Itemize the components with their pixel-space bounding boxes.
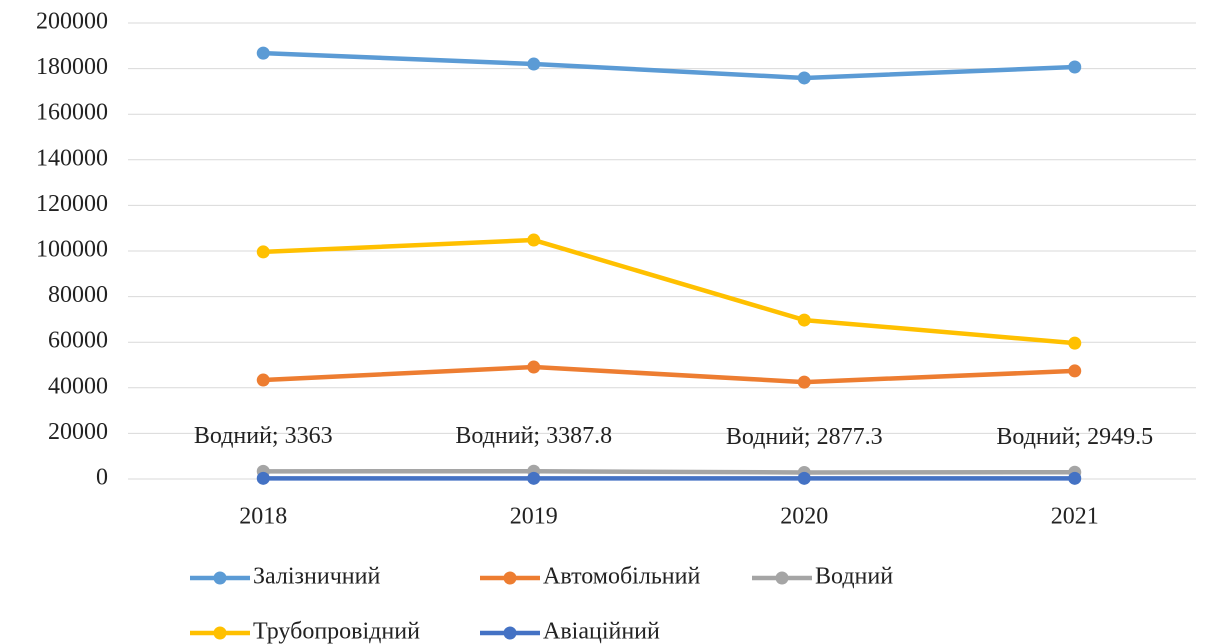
data-point xyxy=(256,471,270,485)
data-point xyxy=(527,57,541,71)
legend-marker xyxy=(503,626,517,640)
legend-label: Водний xyxy=(815,564,893,590)
legend-marker xyxy=(213,626,227,640)
x-tick-label: 2018 xyxy=(239,504,287,530)
data-point xyxy=(1068,364,1082,378)
y-tick-label: 60000 xyxy=(48,328,108,354)
data-point xyxy=(1068,471,1082,485)
y-tick-label: 20000 xyxy=(48,419,108,445)
y-tick-label: 200000 xyxy=(36,9,108,35)
data-point xyxy=(256,245,270,259)
data-point xyxy=(256,373,270,387)
series-line xyxy=(263,469,1075,475)
x-tick-label: 2019 xyxy=(510,504,558,530)
data-label: Водний; 3363 xyxy=(194,423,333,449)
data-point xyxy=(527,233,541,247)
legend-marker xyxy=(503,571,517,585)
series-line xyxy=(263,364,1075,385)
legend-label: Авіаційний xyxy=(543,619,660,644)
legend-marker xyxy=(775,571,789,585)
y-tick-label: 0 xyxy=(96,465,108,491)
y-tick-label: 120000 xyxy=(36,191,108,217)
y-tick-label: 180000 xyxy=(36,54,108,80)
x-tick-label: 2021 xyxy=(1051,504,1099,530)
y-tick-label: 40000 xyxy=(48,373,108,399)
y-tick-label: 160000 xyxy=(36,100,108,126)
series-line xyxy=(263,50,1075,81)
data-point xyxy=(527,471,541,485)
y-tick-label: 80000 xyxy=(48,282,108,308)
series-line xyxy=(263,237,1075,346)
data-point xyxy=(797,375,811,389)
legend-label: Автомобільний xyxy=(543,564,700,590)
data-point xyxy=(797,471,811,485)
data-point xyxy=(256,46,270,60)
y-tick-label: 140000 xyxy=(36,145,108,171)
x-tick-label: 2020 xyxy=(780,504,828,530)
data-point xyxy=(527,360,541,374)
data-label: Водний; 2877.3 xyxy=(726,424,883,450)
data-point xyxy=(797,313,811,327)
data-point xyxy=(797,71,811,85)
legend-label: Трубопровідний xyxy=(253,619,420,644)
data-point xyxy=(1068,336,1082,350)
y-tick-label: 100000 xyxy=(36,237,108,263)
legend-label: Залізничний xyxy=(253,564,380,590)
legend-marker xyxy=(213,571,227,585)
data-label: Водний; 3387.8 xyxy=(455,423,612,449)
data-point xyxy=(1068,60,1082,74)
data-label: Водний; 2949.5 xyxy=(996,424,1153,450)
